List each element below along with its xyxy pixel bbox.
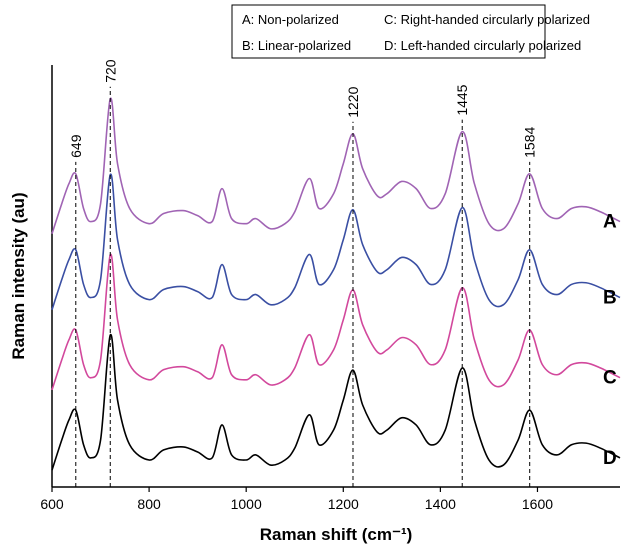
y-axis-label: Raman intensity (au) — [9, 192, 28, 359]
x-tick-label: 1000 — [231, 496, 262, 512]
peak-label: 1220 — [345, 86, 361, 117]
spectrum-line — [51, 253, 621, 391]
legend-entry: C: Right-handed circularly polarized — [384, 12, 590, 27]
series-label: D — [603, 448, 617, 469]
x-tick-label: 600 — [40, 496, 64, 512]
x-tick-label: 1400 — [425, 496, 456, 512]
legend-entry: D: Left-handed circularly polarized — [384, 38, 581, 53]
series-label: A — [603, 212, 617, 233]
spectrum-line — [51, 97, 621, 235]
x-tick-label: 1200 — [328, 496, 359, 512]
peak-label: 1445 — [454, 84, 470, 115]
x-tick-label: 800 — [137, 496, 161, 512]
x-tick-label: 1600 — [522, 496, 553, 512]
series-label: C — [603, 368, 617, 389]
legend-entry: A: Non-polarized — [242, 12, 339, 27]
peak-label: 649 — [68, 134, 84, 158]
spectrum-line — [51, 173, 621, 311]
peak-label: 720 — [102, 59, 118, 83]
spectrum-line — [51, 334, 621, 471]
series-label: B — [603, 288, 617, 309]
legend-entry: B: Linear-polarized — [242, 38, 351, 53]
legend-box — [231, 4, 546, 59]
x-axis-label: Raman shift (cm⁻¹) — [260, 525, 413, 544]
peak-label: 1584 — [522, 127, 538, 158]
